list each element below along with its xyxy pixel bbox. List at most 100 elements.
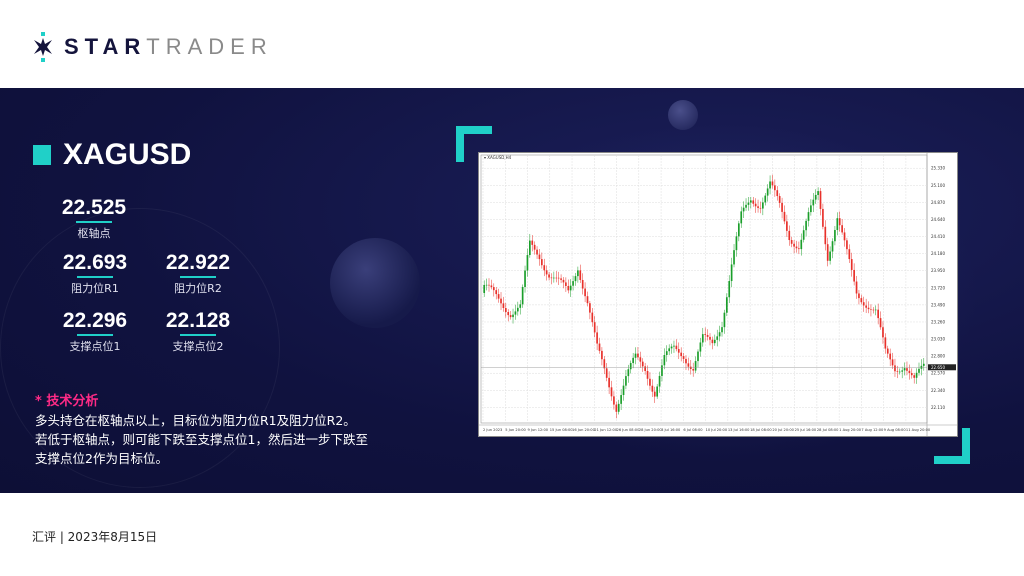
y-tick-label: 22.570	[931, 371, 945, 376]
candle-body	[725, 297, 728, 313]
candle-body	[555, 277, 558, 279]
analysis-line: 若低于枢轴点，则可能下跌至支撑点位1，然后进一步下跌至	[35, 432, 368, 447]
candle-body	[769, 181, 771, 189]
candle-body	[711, 339, 714, 344]
x-tick-label: 3 Jul 16:00	[661, 428, 681, 432]
footer-date: 汇评 | 2023年8月15日	[32, 530, 158, 544]
pivot-level: 22.525 枢轴点	[49, 196, 139, 241]
decor-orb	[668, 100, 698, 130]
candle-body	[742, 207, 745, 212]
candle-body	[685, 358, 687, 364]
candle-body	[778, 196, 781, 203]
candle-body	[512, 314, 514, 318]
x-tick-label: 28 Jun 20:00	[639, 428, 663, 432]
candle-body	[733, 250, 735, 265]
candle-body	[502, 303, 505, 309]
candle-body	[538, 254, 541, 260]
candle-body	[870, 309, 872, 310]
candle-body	[610, 387, 613, 397]
x-tick-label: 16 Jun 20:00	[572, 428, 596, 432]
candle-body	[550, 277, 553, 279]
candle-body	[713, 339, 716, 344]
candle-body	[692, 369, 695, 371]
candle-body	[747, 202, 750, 205]
candle-body	[774, 185, 776, 191]
candle-body	[817, 191, 819, 196]
y-tick-label: 23.030	[931, 337, 945, 342]
candlestick-chart: ▾ XAGUSD,H4 25.330 25.100 24.870 24.640 24.41…	[479, 153, 957, 436]
candle-body	[709, 336, 711, 340]
candle-body	[584, 288, 586, 297]
candle-body	[874, 309, 877, 311]
candle-body	[750, 200, 752, 203]
candle-body	[903, 368, 906, 371]
candle-body	[589, 303, 591, 313]
candle-body	[509, 315, 512, 318]
candle-body	[793, 243, 795, 247]
candle-body	[754, 203, 757, 207]
candle-body	[545, 270, 548, 275]
x-tick-label: 20 Jul 20:00	[772, 428, 794, 432]
y-tick-label: 23.950	[931, 268, 945, 273]
symbol-name: XAGUSD	[63, 138, 192, 171]
x-tick-label: 13 Jul 16:00	[728, 428, 750, 432]
candle-body	[560, 278, 562, 280]
candle-body	[680, 352, 683, 357]
candle-body	[762, 202, 764, 209]
candle-body	[913, 375, 916, 378]
candle-body	[790, 240, 793, 244]
candle-body	[735, 236, 738, 251]
accent-square	[33, 145, 51, 165]
candle-body	[728, 281, 731, 298]
s2-value: 22.128	[165, 309, 231, 332]
candle-body	[891, 359, 894, 366]
candle-body	[752, 200, 755, 204]
candle-body	[889, 353, 892, 360]
y-tick-label: 24.180	[931, 251, 945, 256]
s2-level: 22.128 支撑点位2	[153, 309, 243, 354]
candle-body	[814, 195, 817, 200]
candle-body	[548, 274, 550, 278]
candle-body	[745, 204, 747, 208]
x-tick-label: 28 Jul 08:00	[817, 428, 839, 432]
candle-body	[629, 363, 632, 370]
candle-body	[605, 368, 608, 378]
candle-body	[632, 357, 634, 364]
candle-body	[882, 327, 884, 338]
candle-body	[697, 351, 699, 362]
y-tick-label: 22.340	[931, 388, 945, 393]
candle-body	[910, 373, 913, 376]
candle-body	[524, 270, 526, 287]
candle-body	[730, 264, 733, 282]
candle-body	[553, 277, 555, 279]
x-tick-label: 9 Aug 08:00	[884, 428, 907, 432]
candle-body	[670, 346, 673, 349]
candle-body	[663, 354, 666, 366]
x-tick-label: 2 Jun 2023	[483, 428, 502, 432]
candle-body	[613, 396, 615, 405]
candle-body	[507, 312, 510, 316]
candle-body	[699, 342, 702, 352]
candle-body	[569, 285, 572, 291]
x-tick-label: 1 Aug 20:00	[839, 428, 862, 432]
candle-body	[802, 230, 805, 240]
candle-body	[557, 277, 560, 279]
candle-body	[677, 349, 680, 353]
corner-bracket-top-left	[456, 126, 492, 162]
candle-body	[862, 302, 865, 306]
candle-body	[529, 240, 531, 256]
candle-body	[516, 307, 519, 312]
current-price-tag	[928, 364, 956, 371]
symbol-title: XAGUSD	[33, 138, 191, 172]
y-tick-label: 24.870	[931, 200, 945, 205]
pivot-value: 22.525	[61, 196, 127, 219]
x-tick-label: 18 Jul 08:00	[750, 428, 772, 432]
candle-body	[562, 279, 565, 283]
candle-body	[634, 353, 637, 358]
candle-body	[536, 249, 538, 255]
candle-body	[896, 371, 899, 372]
candle-body	[483, 284, 486, 293]
y-tick-label: 25.100	[931, 183, 945, 188]
candle-body	[918, 368, 920, 373]
candle-body	[598, 343, 601, 351]
